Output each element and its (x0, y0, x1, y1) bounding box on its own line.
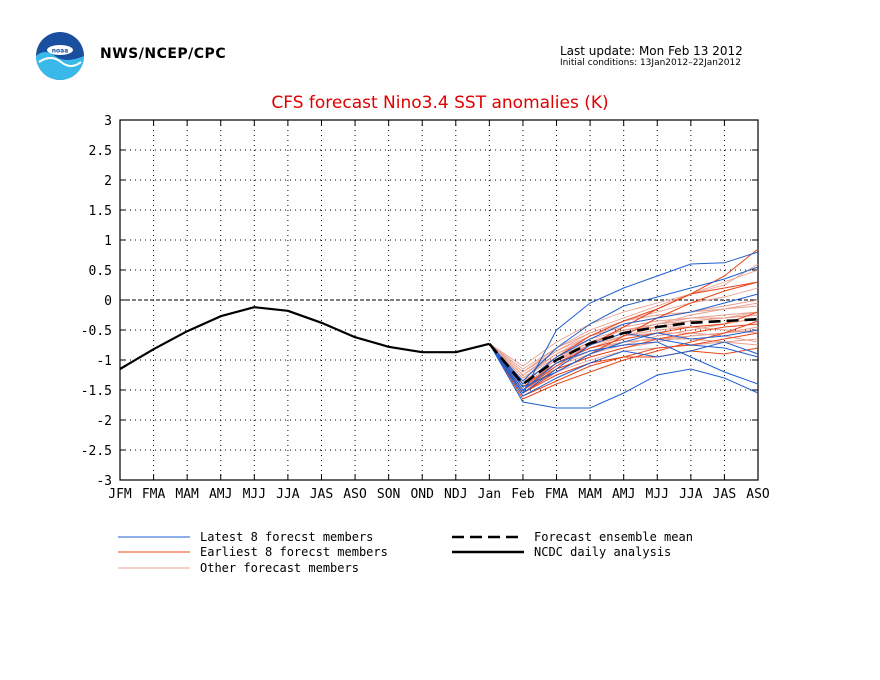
x-tick-label: JAS (310, 487, 333, 502)
chart-title: CFS forecast Nino3.4 SST anomalies (K) (271, 93, 608, 113)
y-tick-label: 0.5 (89, 264, 112, 279)
y-tick-label: 1.5 (89, 204, 112, 219)
legend-label: NCDC daily analysis (534, 545, 671, 559)
latest-member-line (488, 341, 759, 391)
legend-label: Other forecast members (200, 561, 359, 575)
y-tick-label: -1 (96, 354, 112, 369)
y-tick-label: -2.5 (81, 444, 112, 459)
last-update-label: Last update: Mon Feb 13 2012 (560, 44, 743, 58)
noaa-logo-icon: noaa (36, 32, 84, 80)
x-tick-label: Feb (511, 487, 535, 502)
latest-member-line (488, 251, 759, 394)
agency-label: NWS/NCEP/CPC (100, 46, 227, 62)
earliest-member-line (488, 323, 759, 391)
x-tick-label: JFM (108, 487, 132, 502)
y-tick-label: 2.5 (89, 144, 112, 159)
x-tick-label: MJJ (646, 487, 669, 502)
y-tick-label: -0.5 (81, 324, 112, 339)
x-tick-label: ASO (343, 487, 367, 502)
legend-label: Forecast ensemble mean (534, 530, 693, 544)
x-tick-label: JJA (276, 487, 300, 502)
y-tick-label: 1 (104, 234, 112, 249)
latest-member-line (488, 341, 759, 397)
x-tick-label: FMA (545, 487, 569, 502)
x-tick-label: SON (377, 487, 400, 502)
latest-member-line (489, 293, 759, 385)
x-tick-label: AMJ (209, 487, 232, 502)
earliest-member-line (489, 311, 759, 388)
x-tick-label: NDJ (444, 487, 467, 502)
svg-text:noaa: noaa (52, 48, 69, 55)
x-tick-label: JAS (713, 487, 736, 502)
ncdc-analysis-line (119, 306, 490, 370)
ensemble-mean-line (488, 317, 759, 386)
latest-member-line (489, 266, 759, 382)
other-member-line (489, 263, 759, 367)
x-tick-label: MAM (578, 487, 602, 502)
latest-member-line (489, 329, 759, 388)
earliest-member-line (488, 320, 759, 400)
y-tick-label: 3 (104, 114, 112, 129)
x-tick-label: MAM (175, 487, 199, 502)
y-tick-label: -3 (96, 474, 112, 489)
y-tick-label: 0 (104, 294, 112, 309)
x-tick-label: JJA (679, 487, 703, 502)
x-tick-label: AMJ (612, 487, 635, 502)
y-tick-label: 2 (104, 174, 112, 189)
other-member-line (489, 299, 759, 376)
x-tick-label: ASO (746, 487, 770, 502)
y-tick-label: -1.5 (81, 384, 112, 399)
x-tick-label: FMA (142, 487, 166, 502)
latest-member-line (488, 343, 759, 409)
x-tick-label: Jan (478, 487, 501, 502)
other-member-line (489, 269, 759, 373)
y-tick-label: -2 (96, 414, 112, 429)
legend-label: Latest 8 forecst members (200, 530, 373, 544)
x-tick-label: MJJ (243, 487, 266, 502)
initial-conditions-label: Initial conditions: 13Jan2012–22Jan2012 (560, 58, 741, 68)
x-tick-label: OND (410, 487, 434, 502)
legend-label: Earliest 8 forecst members (200, 545, 388, 559)
earliest-member-line (488, 343, 759, 394)
earliest-member-line (488, 281, 759, 394)
